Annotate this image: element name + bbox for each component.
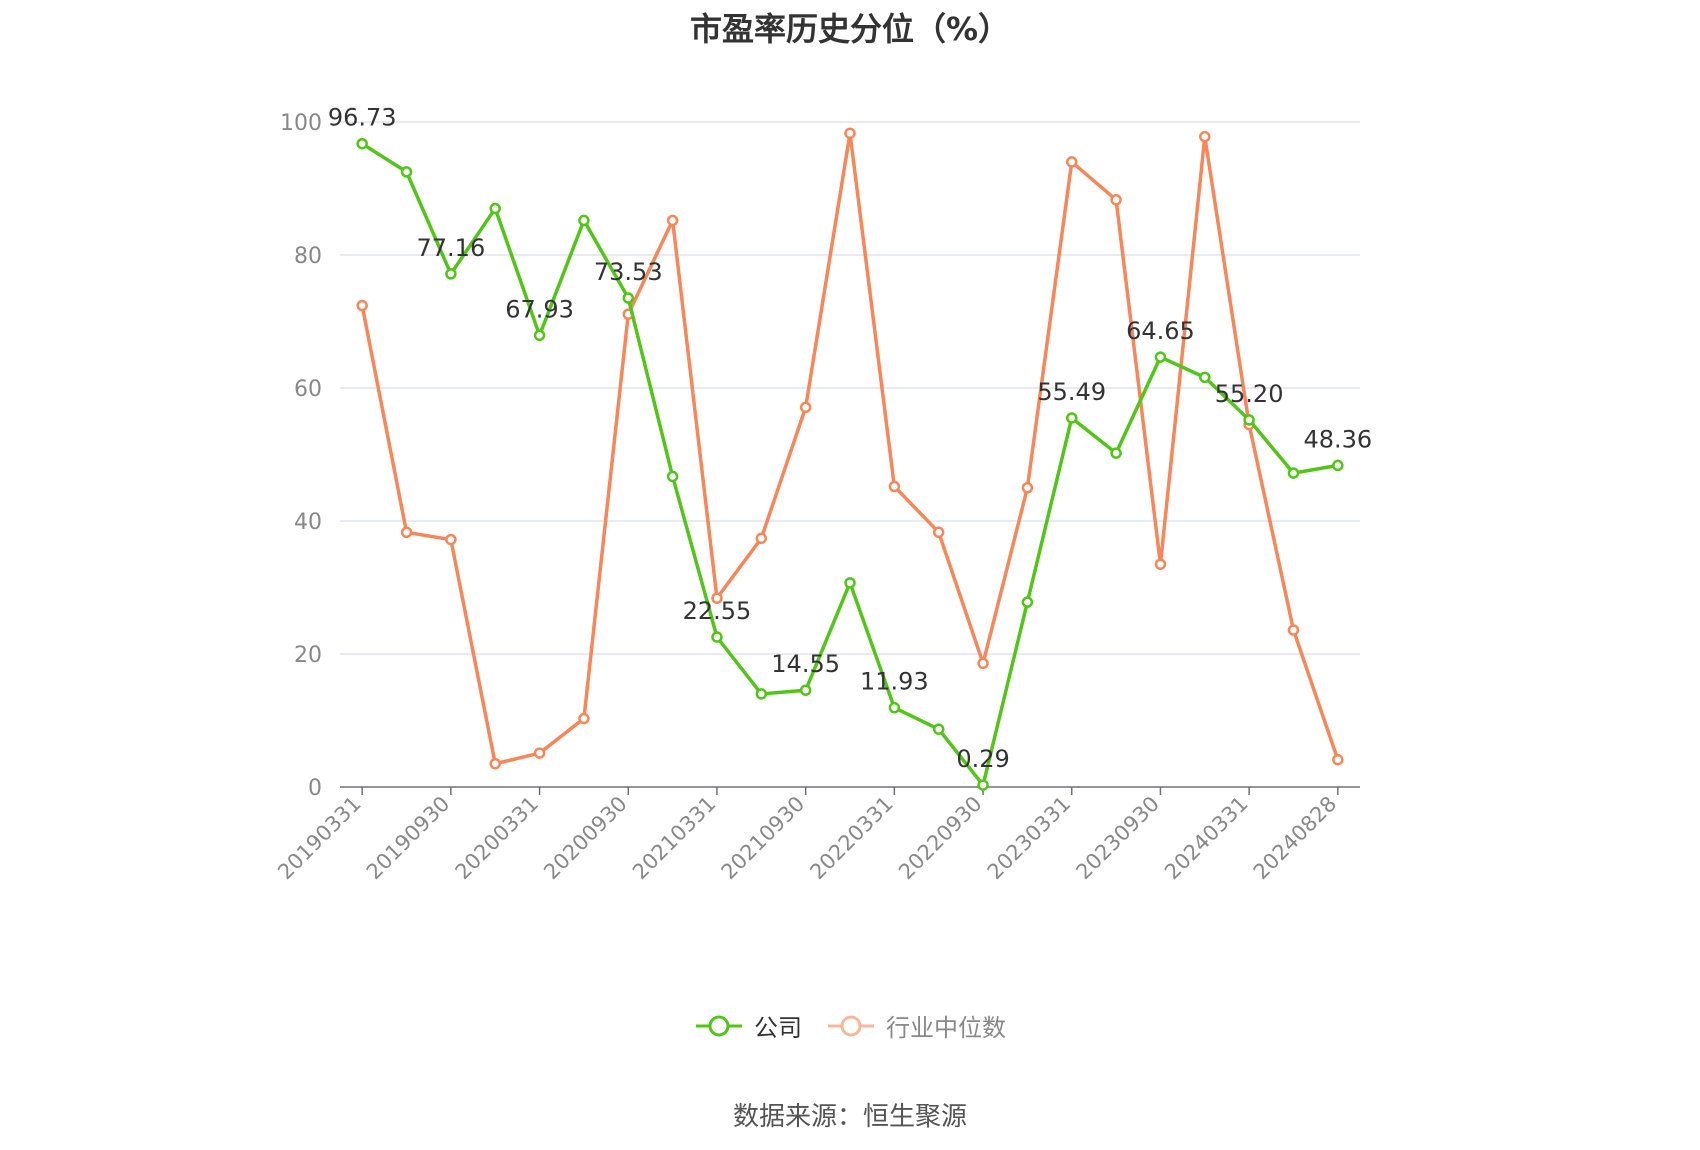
data-point[interactable] bbox=[711, 631, 723, 643]
data-point[interactable] bbox=[445, 268, 457, 280]
data-point[interactable] bbox=[533, 747, 546, 759]
x-tick-label: 20220331 bbox=[805, 792, 898, 885]
y-tick-label: 0 bbox=[308, 776, 322, 801]
data-label: 0.29 bbox=[956, 745, 1009, 773]
data-point[interactable] bbox=[1332, 753, 1344, 766]
data-point[interactable] bbox=[755, 532, 768, 545]
data-point[interactable] bbox=[844, 577, 856, 589]
data-point[interactable] bbox=[799, 401, 812, 414]
y-tick-label: 80 bbox=[294, 244, 322, 269]
x-tick-label: 20240331 bbox=[1160, 792, 1253, 885]
legend-industry-marker-icon bbox=[828, 1015, 874, 1036]
data-point[interactable] bbox=[977, 657, 989, 670]
data-point[interactable] bbox=[932, 526, 945, 539]
data-label: 77.16 bbox=[417, 234, 486, 262]
data-point[interactable] bbox=[888, 480, 901, 493]
legend-item-industry-median[interactable]: 行业中位数 bbox=[826, 1008, 1006, 1043]
data-label: 48.36 bbox=[1303, 425, 1372, 453]
data-point[interactable] bbox=[400, 526, 413, 539]
y-tick-label: 100 bbox=[280, 111, 322, 136]
data-point[interactable] bbox=[888, 701, 901, 714]
data-point[interactable] bbox=[1199, 130, 1211, 143]
chart-title: 市盈率历史分位（%） bbox=[689, 10, 1011, 48]
x-tick-label: 20210331 bbox=[628, 792, 721, 885]
legend-item-company[interactable]: 公司 bbox=[694, 1008, 802, 1043]
series-line-1 bbox=[360, 131, 1340, 766]
data-label: 22.55 bbox=[683, 597, 752, 625]
data-point[interactable] bbox=[622, 292, 635, 304]
data-point[interactable] bbox=[1065, 156, 1078, 168]
data-point[interactable] bbox=[799, 684, 812, 696]
data-point[interactable] bbox=[578, 214, 590, 227]
data-point[interactable] bbox=[755, 688, 768, 700]
x-tick-label: 20240828 bbox=[1249, 792, 1342, 885]
data-point[interactable] bbox=[356, 137, 368, 150]
x-tick-label: 20230930 bbox=[1071, 792, 1164, 885]
data-point[interactable] bbox=[666, 214, 679, 227]
data-point[interactable] bbox=[489, 757, 501, 770]
legend: 公司 行业中位数 bbox=[0, 1008, 1700, 1043]
data-point[interactable] bbox=[533, 329, 546, 342]
data-label: 11.93 bbox=[860, 668, 929, 696]
x-tick-label: 20200930 bbox=[539, 792, 632, 885]
data-labels: 96.73 77.16 67.93 73.53 22.55 14.55 11.93 0.29 5… bbox=[328, 104, 1372, 773]
grid-lines bbox=[340, 121, 1360, 655]
data-label: 14.55 bbox=[771, 650, 840, 678]
series-lines bbox=[356, 127, 1344, 791]
data-point[interactable] bbox=[1065, 412, 1078, 424]
data-point[interactable] bbox=[1332, 459, 1344, 472]
x-tick-label: 20230331 bbox=[983, 792, 1076, 885]
data-point[interactable] bbox=[1287, 624, 1300, 636]
y-tick-label: 20 bbox=[294, 643, 322, 668]
data-point[interactable] bbox=[356, 299, 368, 312]
data-point[interactable] bbox=[1021, 596, 1034, 608]
x-tick-label: 20190331 bbox=[273, 792, 366, 885]
data-label: 55.20 bbox=[1215, 380, 1284, 408]
data-point[interactable] bbox=[1154, 558, 1167, 570]
data-point[interactable] bbox=[445, 533, 457, 546]
y-tick-label: 60 bbox=[294, 377, 322, 402]
legend-industry-label: 行业中位数 bbox=[886, 1014, 1006, 1042]
data-point[interactable] bbox=[977, 779, 989, 791]
line-chart: 0 20 40 60 80 100 2019033120190930202003312020… bbox=[273, 104, 1372, 885]
source-note: 数据来源：恒生聚源 bbox=[732, 1102, 967, 1132]
data-label: 64.65 bbox=[1126, 317, 1195, 345]
data-point[interactable] bbox=[1110, 447, 1122, 459]
data-point[interactable] bbox=[711, 592, 723, 604]
data-label: 55.49 bbox=[1037, 378, 1106, 406]
data-point[interactable] bbox=[489, 202, 501, 215]
legend-company-label: 公司 bbox=[754, 1014, 802, 1042]
data-point[interactable] bbox=[1287, 467, 1300, 479]
data-point[interactable] bbox=[844, 127, 856, 140]
data-label: 96.73 bbox=[328, 104, 397, 132]
y-tick-label: 40 bbox=[294, 510, 322, 535]
data-point[interactable] bbox=[400, 166, 413, 178]
data-point[interactable] bbox=[1199, 371, 1211, 384]
x-tick-label: 20210930 bbox=[717, 792, 810, 885]
series-line-0 bbox=[361, 142, 1339, 787]
x-tick-label: 20190930 bbox=[362, 792, 455, 885]
x-tick-label: 20220930 bbox=[894, 792, 987, 885]
data-label: 67.93 bbox=[505, 295, 574, 323]
data-point[interactable] bbox=[1110, 194, 1122, 206]
legend-company-marker-icon bbox=[696, 1015, 742, 1036]
data-point[interactable] bbox=[578, 712, 590, 725]
data-point[interactable] bbox=[932, 723, 945, 735]
data-point[interactable] bbox=[1021, 482, 1034, 494]
data-label: 73.53 bbox=[594, 258, 663, 286]
data-point[interactable] bbox=[1243, 414, 1255, 426]
data-point[interactable] bbox=[1154, 351, 1167, 363]
x-tick-label: 20200331 bbox=[451, 792, 544, 885]
data-point[interactable] bbox=[666, 470, 679, 483]
